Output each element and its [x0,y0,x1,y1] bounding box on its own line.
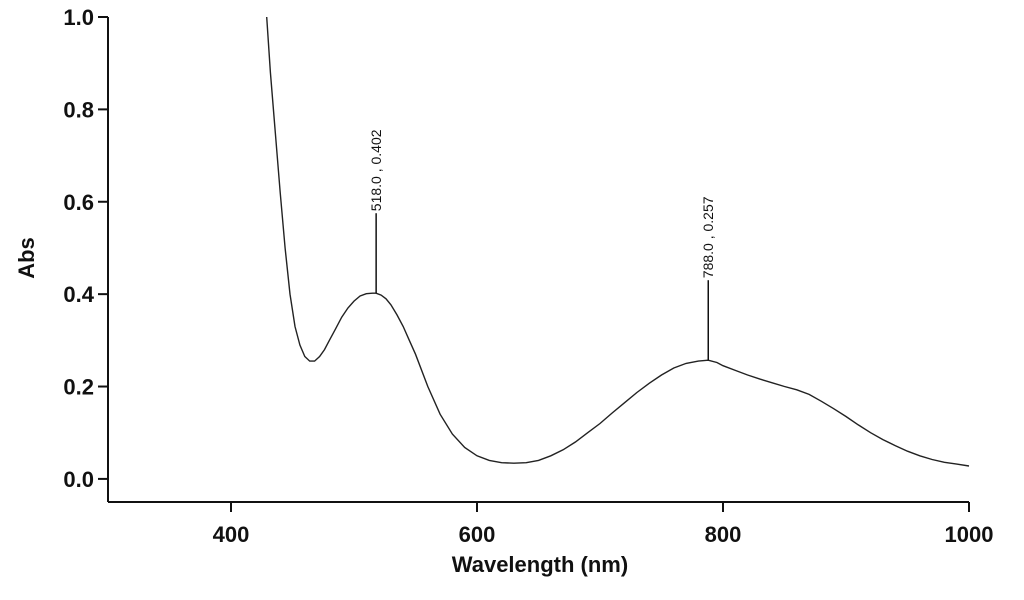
peak-label-2: 788.0 , 0.257 [700,196,716,278]
peak-label-1: 518.0 , 0.402 [368,129,384,211]
y-tick-label: 0.6 [63,190,94,215]
x-tick-label: 600 [459,522,496,547]
y-axis-title: Abs [14,237,39,279]
x-tick-label: 800 [705,522,742,547]
x-tick-label: 400 [213,522,250,547]
series-line-absorbance [266,16,970,467]
y-tick-label: 1.0 [63,5,94,30]
axes: 0.0 0.2 0.4 0.6 0.8 1.0 400 600 800 1000 [63,5,993,547]
y-tick-label: 0.2 [63,375,94,400]
x-tick-label: 1000 [945,522,994,547]
y-tick-label: 0.0 [63,467,94,492]
series-layer [266,16,970,467]
y-tick-label: 0.4 [63,282,94,307]
x-axis-title: Wavelength (nm) [452,552,628,577]
annotation-layer: 518.0 , 0.402 788.0 , 0.257 [368,129,716,361]
y-tick-label: 0.8 [63,97,94,122]
